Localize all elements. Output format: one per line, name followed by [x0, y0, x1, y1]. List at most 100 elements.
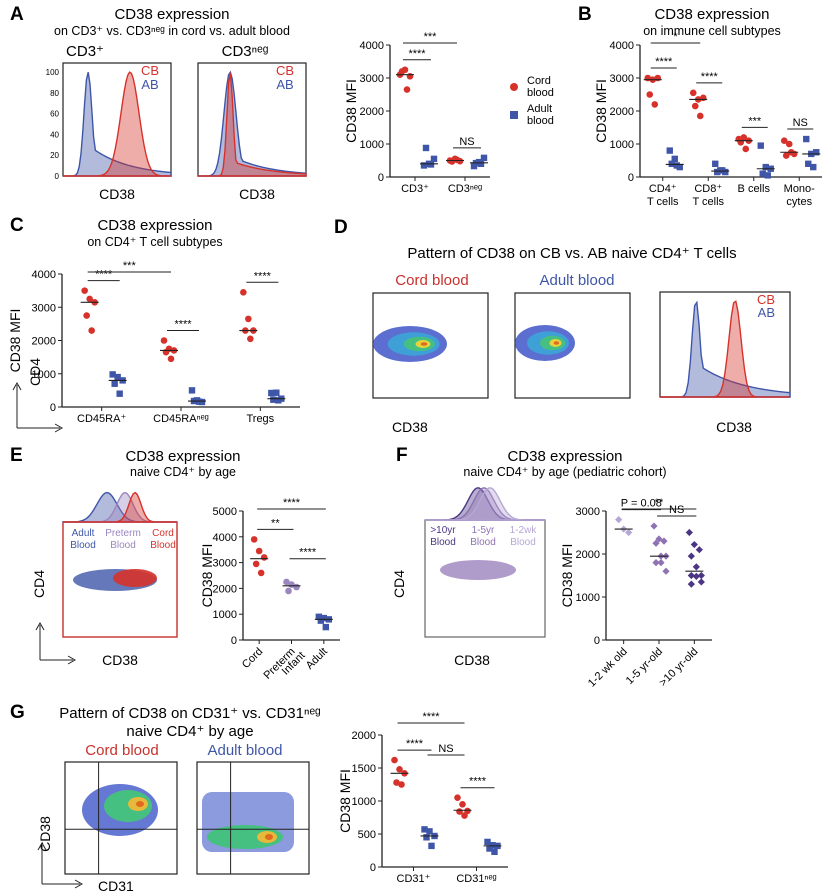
data-point-B	[666, 147, 673, 154]
flow-plot-g-adult-density	[265, 834, 273, 840]
x-tick-label: CD3ⁿᵉᵍ	[448, 183, 482, 195]
data-point-A	[477, 160, 485, 167]
y-tick-label: 1000	[32, 369, 56, 381]
significance-label: NS	[793, 117, 808, 129]
data-point-G	[491, 848, 498, 856]
panel-e-title: CD38 expression	[125, 448, 240, 465]
panel-label-g: G	[10, 702, 25, 723]
data-point-F	[687, 552, 695, 560]
flow-label: 1-2wk	[510, 525, 538, 536]
data-point-B	[805, 160, 812, 167]
y-tick-label: 1500	[352, 763, 376, 775]
data-point-B	[782, 152, 790, 159]
y-tick-label: 2000	[213, 583, 237, 595]
data-point-B	[651, 101, 659, 108]
y-tick-label: 3000	[213, 558, 237, 570]
data-point-B	[699, 94, 707, 102]
data-point-G	[393, 779, 400, 786]
data-point-F	[650, 522, 658, 530]
data-point-B	[668, 160, 675, 167]
flow-label: Blood	[510, 537, 536, 548]
x-tick-label: cytes	[786, 196, 812, 208]
data-point-B	[646, 91, 654, 98]
data-point-C	[247, 335, 254, 343]
data-point-C	[88, 327, 95, 334]
data-point-A	[453, 156, 461, 164]
data-point-G	[486, 845, 493, 852]
data-point-A	[430, 155, 438, 163]
legend-adult-line1: Adult	[527, 103, 552, 115]
data-point-F	[695, 546, 703, 554]
data-point-A	[398, 68, 406, 75]
flow-cord-cloud	[113, 569, 157, 587]
flow-label: Blood	[70, 540, 96, 551]
hist-y-tick-label: 20	[50, 151, 59, 160]
significance-label: ***	[123, 260, 137, 272]
data-point-G	[391, 756, 398, 764]
data-point-C	[273, 389, 280, 396]
panel-d-title: Pattern of CD38 on CB vs. AB naive CD4⁺ …	[407, 245, 736, 262]
significance-label: *	[673, 31, 678, 43]
data-point-C	[162, 348, 170, 356]
data-point-G	[461, 812, 468, 819]
data-point-G	[426, 828, 433, 835]
axis-arrow-y	[37, 841, 47, 884]
panel-a-subtitle: on CD3⁺ vs. CD3ⁿᵉᵍ in cord vs. adult blo…	[54, 24, 290, 38]
y-tick-label: 4000	[610, 40, 634, 52]
panel-label-c: C	[10, 215, 24, 236]
flow-label: Blood	[110, 540, 136, 551]
hist-a2-xlabel: CD38	[239, 186, 275, 202]
panel-g-xlabel: CD31	[98, 878, 134, 894]
data-point-G	[421, 826, 428, 833]
data-point-B	[673, 162, 680, 169]
x-tick-label: CD8⁺	[694, 183, 722, 195]
data-point-A	[427, 161, 435, 168]
data-point-B	[803, 135, 810, 143]
y-tick-label: 1000	[360, 139, 384, 151]
panel-label-d: D	[334, 217, 348, 238]
data-point-B	[719, 167, 726, 174]
legend-adult-marker	[510, 111, 518, 119]
significance-label: ****	[299, 547, 317, 559]
panel-b-title: CD38 expression	[654, 6, 769, 23]
x-tick-label: CD45RA⁺	[77, 413, 126, 425]
y-tick-label: 0	[50, 402, 56, 414]
data-point-E	[322, 623, 330, 631]
hist-cd3pos-title: CD3⁺	[66, 43, 104, 60]
data-point-B	[654, 74, 662, 82]
panel-d-hist-xlabel: CD38	[716, 419, 752, 435]
hist-cb-curve	[63, 71, 172, 177]
x-tick-label: Adult	[304, 646, 330, 672]
flow-plot-cord-density	[420, 342, 428, 346]
data-point-F	[662, 567, 670, 575]
panel-g-ylabel: CD38	[37, 816, 53, 852]
axis-arrow-x	[40, 655, 77, 665]
data-point-B	[762, 163, 769, 171]
panel-d-ylabel: CD4	[27, 358, 43, 386]
data-point-C	[109, 371, 116, 378]
data-point-C	[167, 355, 175, 363]
data-point-B	[740, 134, 748, 141]
data-point-C	[275, 397, 282, 404]
y-tick-label: 1000	[213, 609, 237, 621]
data-point-C	[114, 373, 121, 381]
significance-label: NS	[438, 743, 453, 755]
panel-label-a: A	[10, 4, 24, 25]
data-point-B	[712, 160, 719, 167]
data-point-G	[489, 842, 496, 849]
flow-label: 1-5yr	[472, 525, 495, 536]
data-point-F	[685, 528, 693, 537]
x-tick-label: CD3⁺	[401, 183, 429, 195]
flow-label: >10yr	[430, 525, 456, 536]
data-point-B	[785, 140, 793, 148]
data-point-C	[268, 389, 275, 397]
significance-label: ****	[95, 269, 113, 281]
data-point-F	[660, 537, 668, 545]
x-tick-label: T cells	[692, 196, 724, 208]
data-point-B	[780, 137, 788, 144]
significance-label: **	[655, 497, 664, 509]
hist-legend-ab: AB	[758, 305, 775, 320]
panel-e-xlabel: CD38	[102, 652, 138, 668]
y-axis-label: CD38 MFI	[559, 544, 575, 608]
